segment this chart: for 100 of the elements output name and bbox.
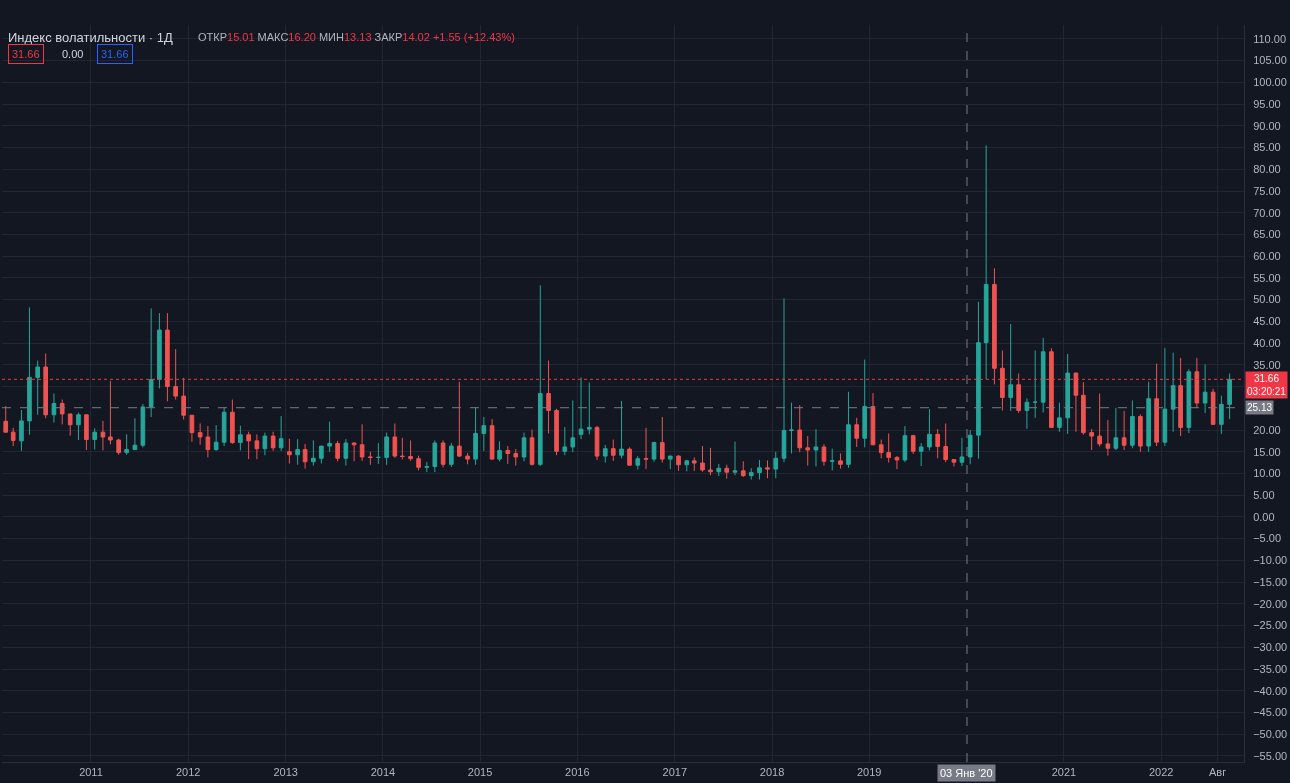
- candlestick: [213, 424, 219, 452]
- candlestick: [465, 452, 470, 465]
- candlestick: [1194, 357, 1200, 408]
- candlestick: [643, 427, 649, 470]
- candlestick: [1170, 352, 1176, 433]
- candlestick: [1016, 373, 1021, 414]
- candlestick: [1073, 372, 1079, 433]
- candlestick: [238, 425, 243, 451]
- candlestick: [1186, 368, 1192, 434]
- x-tick-label: 2019: [857, 766, 882, 779]
- chart-title: Индекс волатильности · 1Д: [8, 29, 173, 45]
- candlestick: [627, 446, 632, 467]
- candlestick: [1219, 395, 1224, 435]
- candlestick: [505, 445, 511, 465]
- candlestick: [667, 455, 673, 470]
- candlestick: [148, 307, 154, 418]
- candlestick: [619, 400, 624, 459]
- candlestick: [327, 421, 332, 453]
- candlestick: [1089, 428, 1094, 451]
- candlestick: [1032, 349, 1038, 419]
- candlestick: [594, 425, 600, 461]
- y-tick-label: 5.00: [1253, 489, 1275, 502]
- candlestick: [351, 441, 357, 462]
- candlestick: [716, 463, 722, 477]
- ref-line-label: 25.13: [1247, 402, 1273, 413]
- y-tick-label: 80.00: [1253, 163, 1281, 176]
- candlestick: [773, 451, 779, 479]
- y-tick-label: −30.00: [1253, 641, 1288, 654]
- candlestick: [1065, 353, 1070, 435]
- candlestick: [359, 423, 365, 462]
- annotation: 31.66: [101, 48, 129, 60]
- candlestick: [724, 464, 730, 480]
- candlestick: [432, 439, 438, 473]
- candlestick: [457, 381, 462, 458]
- y-tick-label: 20.00: [1253, 423, 1281, 436]
- candlestick: [602, 444, 608, 464]
- x-tick-label: 2021: [1051, 766, 1077, 779]
- candlestick: [1105, 419, 1111, 457]
- candlestick: [43, 353, 49, 419]
- x-tick-label: 2017: [662, 766, 688, 779]
- candlestick: [659, 416, 665, 464]
- y-tick-label: 85.00: [1253, 141, 1281, 154]
- y-tick-label: −50.00: [1253, 728, 1288, 741]
- candlestick: [967, 429, 973, 465]
- candlestick: [1130, 399, 1135, 449]
- y-tick-label: −55.00: [1253, 749, 1288, 762]
- candlestick: [894, 456, 900, 470]
- candlestick: [537, 284, 543, 467]
- candlestick: [805, 435, 811, 467]
- candlestick: [481, 416, 487, 452]
- candlestick: [846, 391, 851, 469]
- y-tick-label: 35.00: [1253, 358, 1281, 371]
- y-tick-label: −35.00: [1253, 662, 1288, 675]
- y-tick-label: 110.00: [1253, 32, 1287, 45]
- ref-line-label: 03 Янв '20: [940, 767, 993, 779]
- candlestick: [319, 445, 324, 464]
- y-tick-label: −45.00: [1253, 706, 1288, 719]
- candlestick: [76, 412, 81, 441]
- candlestick: [797, 404, 803, 453]
- candlestick: [1178, 357, 1183, 437]
- y-tick-label: −15.00: [1253, 575, 1288, 588]
- y-tick-label: 90.00: [1253, 119, 1281, 132]
- y-tick-label: 75.00: [1253, 184, 1281, 197]
- candlestick: [691, 456, 697, 472]
- candlestick: [821, 443, 827, 467]
- ref-line-label: 31.66 03:20:21: [1247, 373, 1287, 397]
- candlestick: [700, 445, 705, 473]
- candlestick: [1138, 413, 1143, 453]
- candlestick: [368, 451, 373, 466]
- x-tick-label: 2022: [1148, 766, 1174, 779]
- x-tick-label: 2016: [565, 766, 590, 779]
- candlestick: [1057, 402, 1062, 433]
- candlestick: [100, 420, 106, 451]
- candlestick: [529, 429, 535, 467]
- candlestick: [732, 441, 738, 476]
- candlestick: [829, 448, 835, 471]
- y-tick-label: 50.00: [1253, 293, 1281, 306]
- candlestick: [343, 438, 349, 467]
- y-tick-label: 105.00: [1253, 54, 1287, 67]
- candlestick: [302, 443, 308, 470]
- candlestick: [1008, 323, 1013, 412]
- y-tick-label: 15.00: [1253, 445, 1281, 458]
- candlestick: [676, 454, 681, 472]
- x-tick-label: 2014: [370, 766, 396, 779]
- candlestick: [157, 312, 162, 389]
- candlestick: [951, 459, 957, 467]
- candlestick: [295, 438, 300, 466]
- candlestick: [918, 442, 924, 467]
- candlestick: [408, 439, 413, 462]
- candlestick: [392, 422, 398, 459]
- candlestick: [132, 417, 138, 451]
- candlestick: [813, 428, 819, 467]
- y-tick-label: 70.00: [1253, 206, 1281, 219]
- candlestick: [335, 440, 340, 462]
- candlestick: [1113, 407, 1119, 451]
- candlestick: [570, 399, 576, 453]
- candlestick: [278, 415, 284, 452]
- candlestick: [878, 439, 884, 459]
- candlestick: [927, 408, 932, 451]
- y-tick-label: 40.00: [1253, 336, 1281, 349]
